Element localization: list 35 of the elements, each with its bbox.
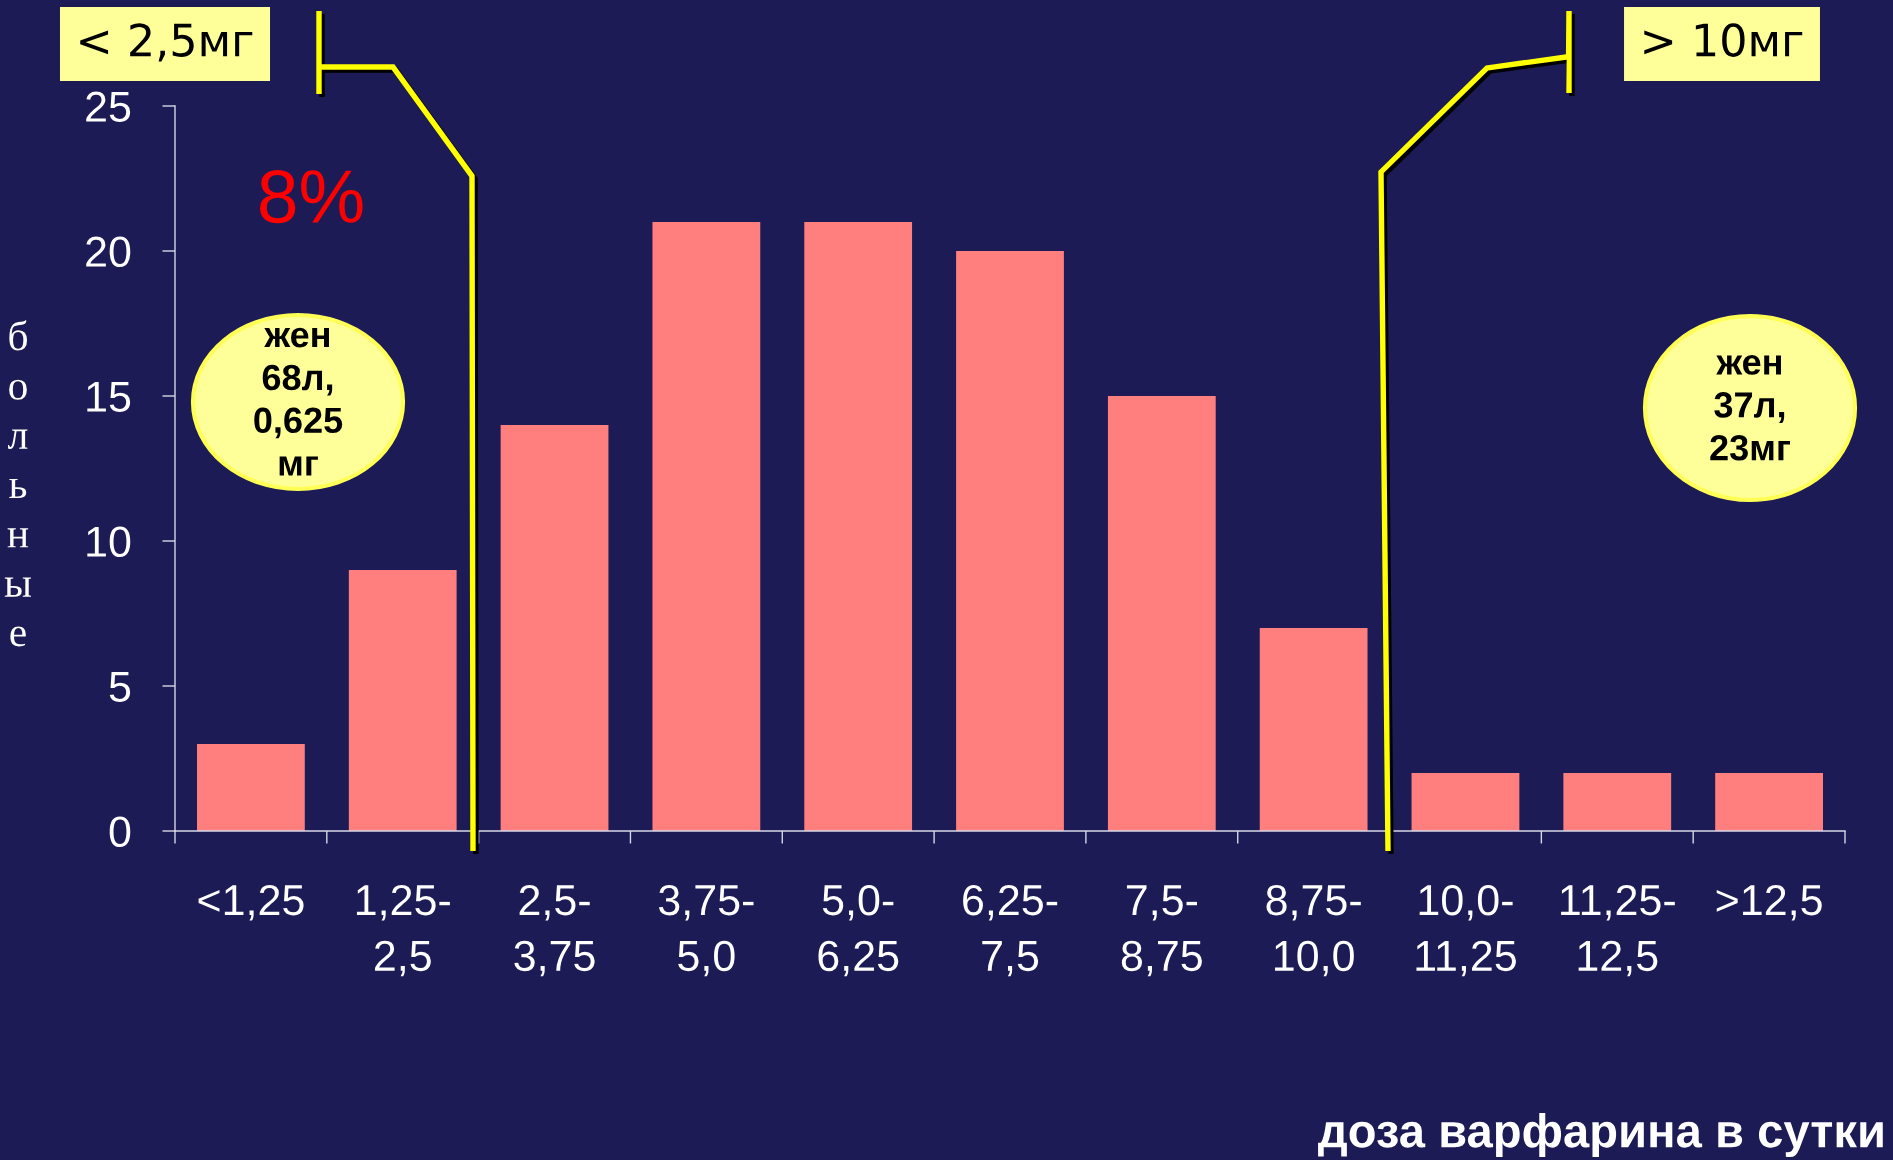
x-tick-label: 6,25- 7,5 [963,884,1058,977]
annotation: 8% [260,170,363,224]
y-tick-label: 25 [86,91,131,123]
bar [1259,628,1368,831]
text: > 10мг [1644,23,1803,57]
bar [956,251,1064,831]
x-tick-label: >12,5 [1716,884,1822,921]
text: < 2,5мг [80,23,253,62]
bar [804,222,913,831]
x-tick-label: 10,0- 11,25 [1416,884,1516,977]
y-tick-label: 20 [86,236,131,268]
x-tick-label: 7,5- 8,75 [1121,885,1202,977]
x-axis-title: доза варфарина в сутки [1318,1112,1883,1158]
bar [652,222,761,831]
x-tick-label: 11,25- 12,5 [1561,884,1675,977]
bar [197,744,305,831]
y-axis-title: больные [4,320,32,647]
bar [1107,396,1216,831]
bar [1411,773,1520,831]
y-tick-label: 5 [109,671,131,703]
bar [1563,773,1672,831]
bar [1715,773,1823,831]
bar [348,570,457,831]
x-tick-label: 1,25- 2,5 [356,884,450,977]
x-tick-label: <1,25 [198,884,304,921]
annotation: жен 68л, 0,625 мг [254,327,343,476]
annotation: жен 37л, 23мг [1710,355,1790,461]
x-tick-label: 3,75- 5,0 [658,884,754,977]
x-tick-label: 8,75- 10,0 [1266,884,1361,977]
y-tick-label: 15 [87,381,131,413]
bar [500,425,609,831]
y-tick-label: 0 [109,816,131,848]
x-tick-label: 5,0- 6,25 [818,884,899,977]
y-tick-label: 10 [87,526,131,558]
x-tick-label: 2,5- 3,75 [514,884,595,977]
